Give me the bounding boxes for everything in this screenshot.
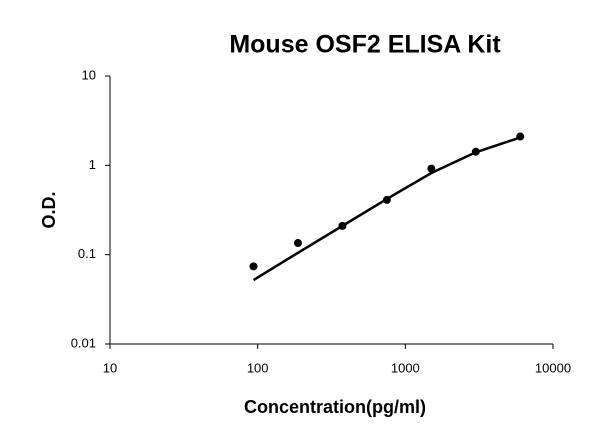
data-point (427, 164, 436, 173)
data-point (293, 239, 302, 248)
data-point (249, 262, 258, 271)
x-tick-label: 1000 (391, 360, 420, 375)
y-tick-label: 1 (89, 157, 96, 172)
x-axis-label: Concentration(pg/ml) (244, 397, 426, 417)
y-tick-label: 0.01 (71, 335, 96, 350)
x-tick-label: 10000 (535, 360, 571, 375)
y-axis-label: O.D. (39, 191, 59, 228)
fit-curve (252, 136, 521, 282)
chart-title: Mouse OSF2 ELISA Kit (229, 31, 501, 59)
x-tick-label: 10 (103, 360, 117, 375)
y-tick-label: 10 (82, 67, 96, 82)
x-tick-label: 100 (247, 360, 269, 375)
y-tick-label: 0.1 (78, 246, 96, 261)
